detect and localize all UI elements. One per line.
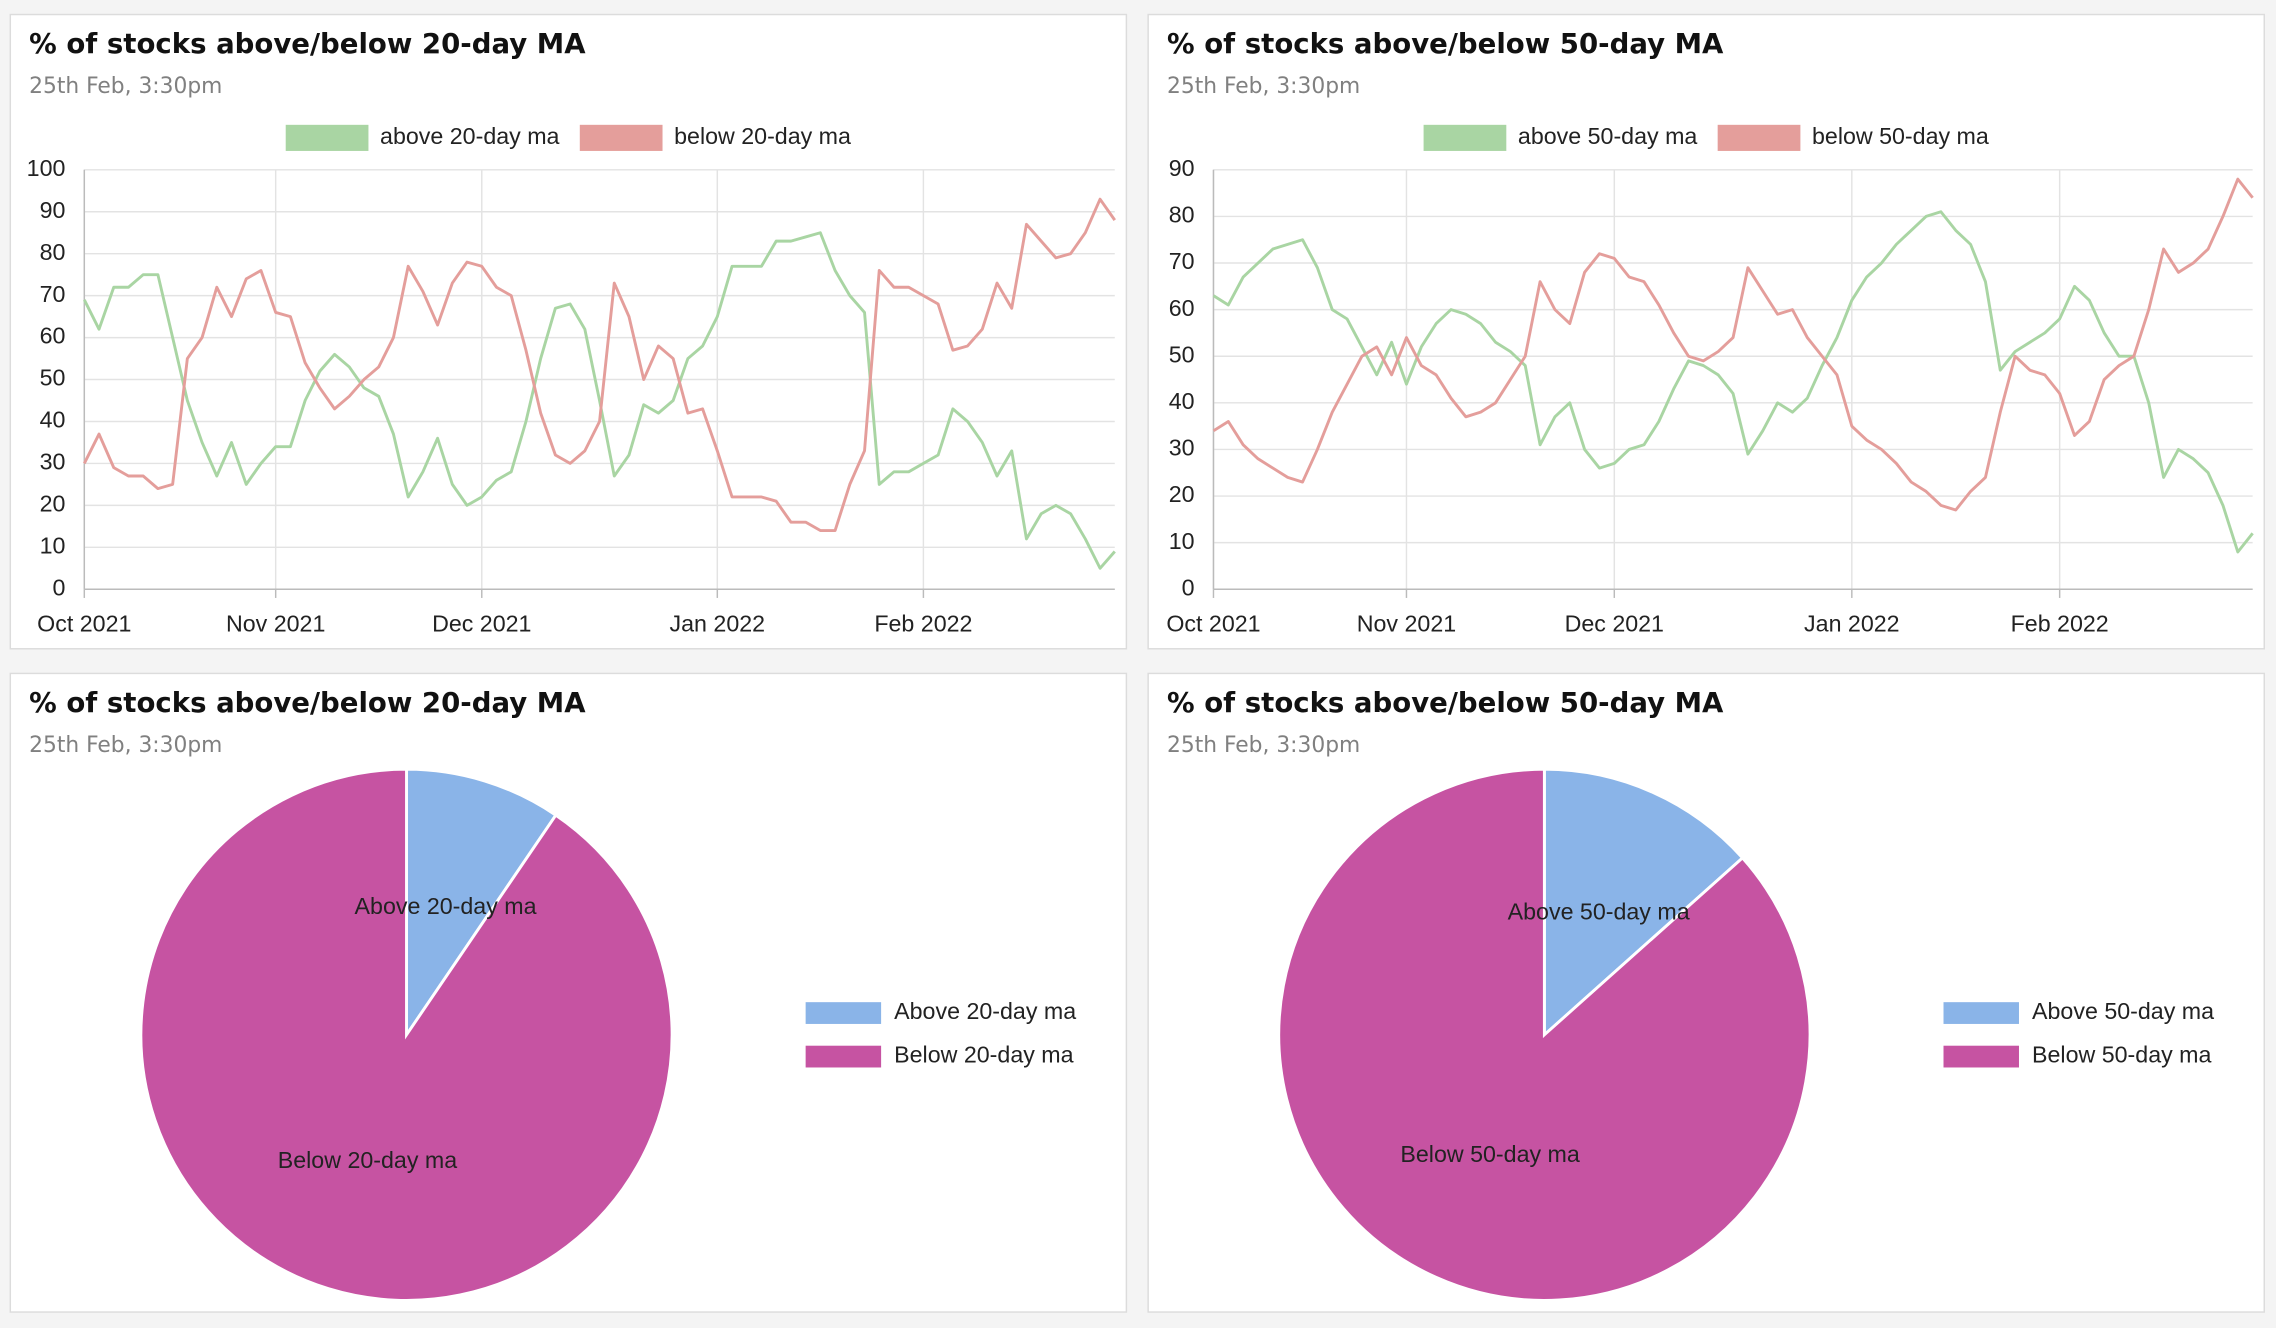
x-tick-label: Dec 2021 bbox=[1565, 611, 1664, 637]
legend-label: above 20-day ma bbox=[380, 123, 559, 149]
chart-card: % of stocks above/below 50-day MA 25th Fe… bbox=[1147, 672, 2265, 1313]
y-tick-label: 0 bbox=[53, 574, 66, 600]
y-tick-label: 70 bbox=[40, 281, 66, 307]
card-background bbox=[9, 13, 1128, 650]
legend-swatch bbox=[285, 124, 369, 151]
y-tick-label: 30 bbox=[1169, 435, 1195, 461]
chart-title: % of stocks above/below 50-day MA bbox=[1167, 27, 1724, 60]
chart-subtitle: 25th Feb, 3:30pm bbox=[29, 74, 222, 99]
y-tick-label: 80 bbox=[1169, 202, 1195, 228]
x-tick-label: Feb 2022 bbox=[874, 611, 972, 637]
x-tick-label: Feb 2022 bbox=[2011, 611, 2109, 637]
y-tick-label: 20 bbox=[40, 491, 66, 517]
x-tick-label: Jan 2022 bbox=[1804, 611, 1900, 637]
legend-swatch bbox=[1423, 124, 1507, 151]
y-tick-label: 40 bbox=[1169, 388, 1195, 414]
legend-swatch bbox=[1943, 1045, 2019, 1068]
x-tick-label: Dec 2021 bbox=[432, 611, 531, 637]
slice-label: Above 50-day ma bbox=[1508, 899, 1690, 925]
legend-swatch bbox=[805, 1045, 882, 1068]
slice-label: Below 50-day ma bbox=[1400, 1141, 1579, 1167]
y-tick-label: 20 bbox=[1169, 481, 1195, 507]
legend-label: Below 50-day ma bbox=[2032, 1042, 2211, 1068]
x-tick-label: Jan 2022 bbox=[670, 611, 766, 637]
pie-slice bbox=[1542, 767, 1745, 1039]
chart-card: % of stocks above/below 20-day MA 25th Fe… bbox=[9, 13, 1128, 650]
legend: above 50-day ma below 50-day ma bbox=[1423, 123, 1989, 151]
x-tick-label: Oct 2021 bbox=[1166, 611, 1260, 637]
y-tick-label: 90 bbox=[40, 197, 66, 223]
legend-swatch bbox=[1717, 124, 1801, 151]
y-tick-label: 80 bbox=[40, 239, 66, 265]
y-tick-label: 50 bbox=[1169, 341, 1195, 367]
chart-card: % of stocks above/below 50-day MA 25th Fe… bbox=[1147, 13, 2265, 650]
legend-swatch bbox=[805, 1002, 882, 1024]
series-line bbox=[83, 197, 1116, 532]
chart-title: % of stocks above/below 20-day MA bbox=[29, 27, 586, 60]
y-tick-label: 10 bbox=[40, 532, 66, 558]
chart-subtitle: 25th Feb, 3:30pm bbox=[29, 733, 222, 758]
y-tick-label: 40 bbox=[40, 407, 66, 433]
x-tick-label: Nov 2021 bbox=[226, 611, 325, 637]
chart-title: % of stocks above/below 20-day MA bbox=[29, 686, 586, 719]
y-tick-label: 100 bbox=[27, 155, 66, 181]
legend-label: above 50-day ma bbox=[1518, 123, 1697, 149]
series-line bbox=[1212, 210, 2254, 554]
y-tick-label: 60 bbox=[40, 323, 66, 349]
legend-swatch bbox=[579, 124, 663, 151]
legend-label: Below 20-day ma bbox=[894, 1042, 1073, 1068]
chart-title: % of stocks above/below 50-day MA bbox=[1167, 686, 1724, 719]
legend-label: below 50-day ma bbox=[1812, 123, 1989, 149]
pie-slice bbox=[139, 767, 674, 1302]
y-tick-label: 30 bbox=[40, 449, 66, 475]
card-background bbox=[1147, 13, 2265, 650]
legend-label: Above 20-day ma bbox=[894, 998, 1076, 1024]
y-tick-label: 60 bbox=[1169, 295, 1195, 321]
series-line bbox=[1212, 177, 2254, 512]
legend: above 20-day ma below 20-day ma bbox=[285, 123, 851, 151]
x-tick-label: Nov 2021 bbox=[1357, 611, 1456, 637]
y-tick-label: 70 bbox=[1169, 248, 1195, 274]
y-tick-label: 90 bbox=[1169, 155, 1195, 181]
chart-card: % of stocks above/below 20-day MA 25th Fe… bbox=[9, 672, 1128, 1313]
chart-subtitle: 25th Feb, 3:30pm bbox=[1167, 733, 1360, 758]
slice-label: Above 20-day ma bbox=[355, 893, 537, 919]
legend-label: Above 50-day ma bbox=[2032, 998, 2214, 1024]
legend-label: below 20-day ma bbox=[674, 123, 851, 149]
legend-swatch bbox=[1943, 1002, 2019, 1024]
y-tick-label: 10 bbox=[1169, 528, 1195, 554]
pie-slice bbox=[405, 767, 558, 1040]
pie-slice bbox=[1277, 767, 1812, 1302]
series-line bbox=[83, 231, 1116, 570]
y-tick-label: 0 bbox=[1182, 574, 1195, 600]
x-tick-label: Oct 2021 bbox=[37, 611, 131, 637]
y-tick-label: 50 bbox=[40, 365, 66, 391]
chart-subtitle: 25th Feb, 3:30pm bbox=[1167, 74, 1360, 99]
slice-label: Below 20-day ma bbox=[278, 1147, 457, 1173]
